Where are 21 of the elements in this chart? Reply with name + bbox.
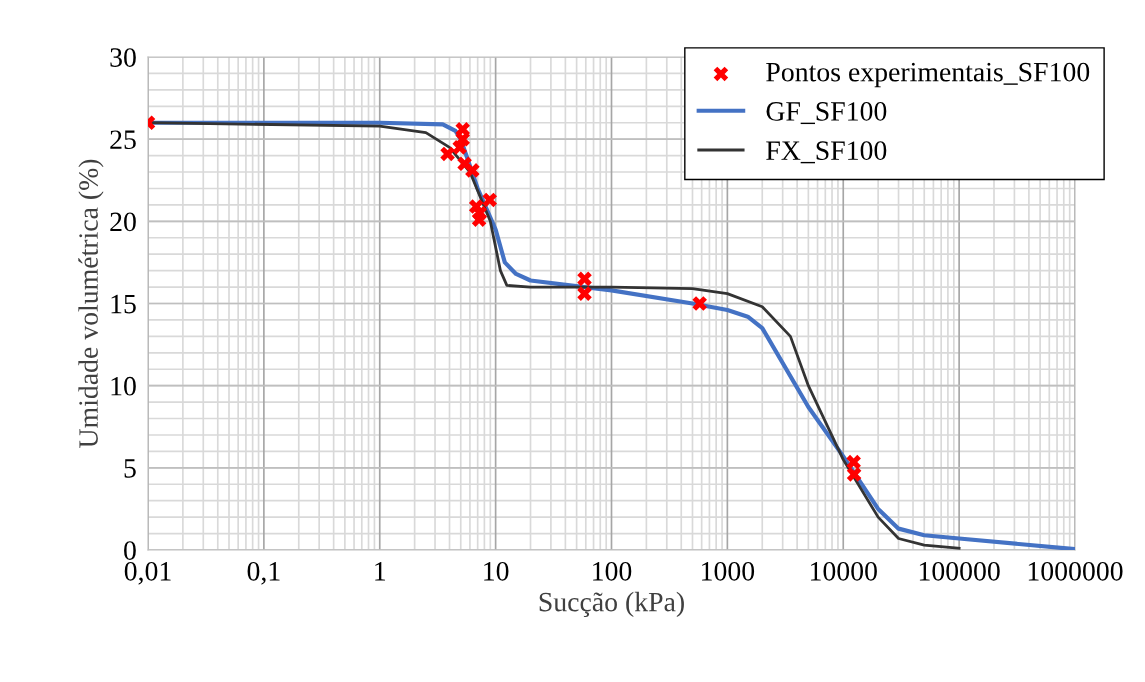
x-tick-label: 100000 — [919, 561, 1000, 581]
y-tick-label: 15 — [111, 294, 136, 314]
y-axis-title: Umidade volumétrica (%) — [78, 159, 104, 448]
y-tick-label: 10 — [111, 376, 136, 396]
x-tick-label: 0,01 — [124, 561, 171, 585]
y-tick-label: 5 — [124, 459, 136, 478]
x-tick-label: 10 — [484, 561, 509, 581]
x-tick-label: 1000000 — [1028, 561, 1123, 581]
y-tick-label: 30 — [110, 48, 136, 67]
x-tick-label: 1 — [375, 562, 386, 581]
y-tick-label: 20 — [110, 212, 136, 232]
x-tick-label: 10000 — [810, 561, 877, 581]
x-axis-title: Sucção (kPa) — [539, 591, 684, 618]
legend-label: GF_SF100 — [766, 102, 887, 125]
x-tick-label: 100 — [593, 561, 632, 581]
x-tick-label: 0,1 — [247, 561, 280, 585]
legend-label: FX_SF100 — [766, 141, 887, 164]
y-tick-label: 0 — [124, 541, 136, 560]
y-tick-label: 25 — [110, 130, 136, 150]
x-tick-label: 1000 — [702, 561, 755, 581]
legend-label: Pontos experimentais_SF100 — [766, 62, 1090, 88]
